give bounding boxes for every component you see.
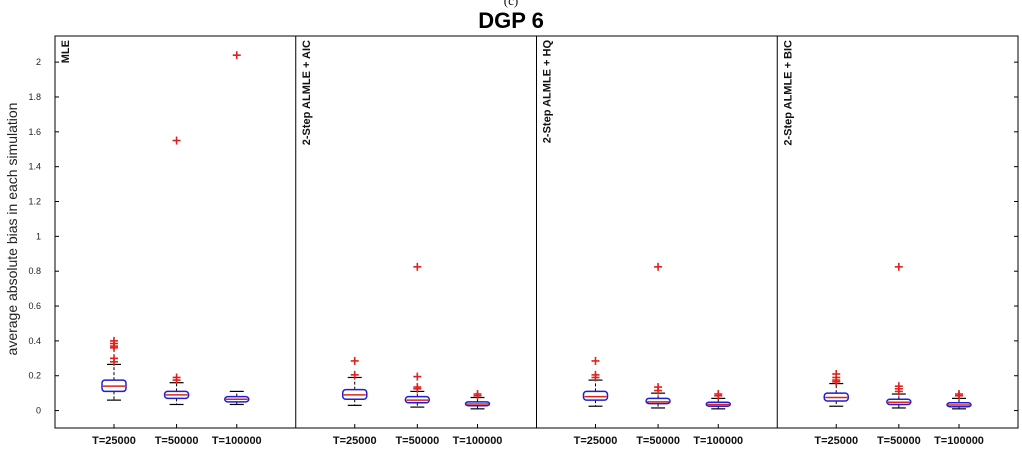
outlier-marker xyxy=(654,262,663,271)
outlier-marker xyxy=(109,336,118,345)
y-tick-label: 1.4 xyxy=(28,162,41,172)
outlier-marker xyxy=(714,390,723,399)
outlier-marker xyxy=(955,390,964,399)
box xyxy=(582,390,609,401)
y-tick-label: 1 xyxy=(36,231,41,241)
x-tick-label: T=100000 xyxy=(212,435,262,447)
box xyxy=(464,401,491,407)
panel-label: 2-Step ALMLE + BIC xyxy=(782,40,794,146)
box xyxy=(946,401,972,408)
box xyxy=(404,395,431,404)
box xyxy=(705,401,732,407)
x-tick-label: T=50000 xyxy=(877,435,921,447)
y-tick-label: 1.2 xyxy=(28,197,41,207)
outlier-marker xyxy=(413,372,422,381)
figure-subtitle: (c) xyxy=(503,0,519,8)
box xyxy=(886,398,912,406)
y-tick-label: 1.6 xyxy=(28,127,41,137)
outlier-marker xyxy=(413,383,422,392)
x-tick-label: T=25000 xyxy=(574,435,618,447)
box xyxy=(163,390,190,400)
outlier-marker xyxy=(350,370,359,379)
x-tick-label: T=50000 xyxy=(395,435,439,447)
outlier-marker xyxy=(591,356,600,365)
outlier-marker xyxy=(654,383,663,392)
outlier-marker xyxy=(413,262,422,271)
y-tick-label: 0.6 xyxy=(28,301,41,311)
outlier-marker xyxy=(350,356,359,365)
x-tick-label: T=25000 xyxy=(333,435,377,447)
x-tick-label: T=100000 xyxy=(934,435,984,447)
outlier-marker xyxy=(473,390,482,399)
x-tick-label: T=50000 xyxy=(155,435,199,447)
panel-label: 2-Step ALMLE + HQ xyxy=(542,40,554,144)
y-tick-label: 0.8 xyxy=(28,266,41,276)
panel-label: 2-Step ALMLE + AIC xyxy=(301,40,313,145)
box xyxy=(101,379,127,393)
x-tick-label: T=25000 xyxy=(814,435,858,447)
x-tick-label: T=50000 xyxy=(636,435,680,447)
outlier-marker xyxy=(591,370,600,379)
panel-label: MLE xyxy=(60,40,72,63)
figure-title: DGP 6 xyxy=(478,8,544,33)
outlier-marker xyxy=(894,262,903,271)
x-tick-label: T=25000 xyxy=(92,435,136,447)
x-tick-label: T=100000 xyxy=(693,435,743,447)
y-tick-label: 0 xyxy=(36,406,41,416)
x-tick-label: T=100000 xyxy=(453,435,503,447)
box xyxy=(341,388,368,401)
outlier-marker xyxy=(109,354,118,363)
outlier-marker xyxy=(172,136,181,145)
outlier-marker xyxy=(832,369,841,378)
box xyxy=(224,395,250,403)
outlier-marker xyxy=(232,51,241,60)
y-tick-label: 1.8 xyxy=(28,92,41,102)
y-tick-label: 0.2 xyxy=(28,371,41,381)
outlier-marker xyxy=(172,373,181,382)
y-tick-label: 2 xyxy=(36,57,41,67)
box xyxy=(645,397,671,405)
outlier-marker xyxy=(894,382,903,391)
y-tick-label: 0.4 xyxy=(28,336,41,346)
box xyxy=(823,392,849,402)
